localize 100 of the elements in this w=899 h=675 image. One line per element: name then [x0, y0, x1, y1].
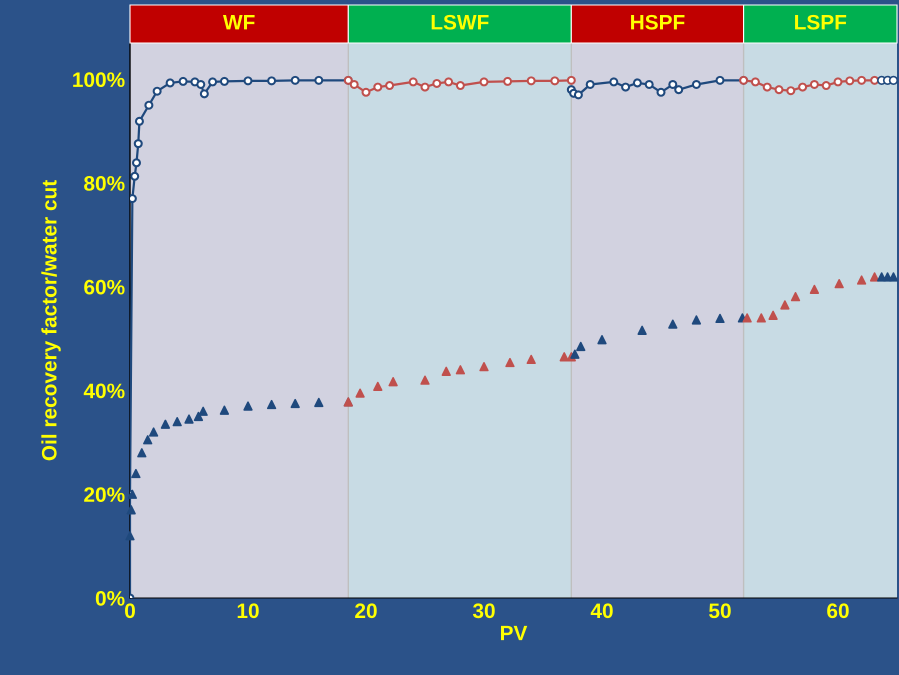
y-axis-title: Oil recovery factor/water cut [41, 180, 61, 460]
point [152, 86, 162, 96]
point [479, 362, 489, 372]
point [888, 76, 898, 85]
point [798, 82, 808, 92]
y-tick-label: 80% [84, 176, 125, 191]
band-label: HSPF [631, 14, 684, 30]
point [742, 313, 752, 323]
point [444, 77, 454, 86]
point [131, 468, 141, 478]
point [198, 406, 208, 416]
point [756, 313, 766, 323]
point [668, 80, 678, 90]
point [160, 420, 170, 429]
point [420, 82, 430, 92]
band-label: WF [222, 15, 255, 30]
point [609, 77, 618, 86]
point [550, 76, 560, 86]
point [243, 401, 253, 411]
y-tick-label: 40% [84, 384, 125, 398]
x-tick-label: 20 [355, 603, 377, 618]
point [432, 78, 442, 88]
point [888, 272, 898, 282]
point [715, 76, 725, 85]
point [243, 76, 253, 86]
point [597, 335, 607, 344]
point [566, 76, 576, 85]
point [505, 358, 515, 368]
x-tick-label: 0 [125, 603, 135, 618]
point [178, 76, 188, 86]
point [220, 76, 229, 86]
point [621, 82, 630, 92]
x-tick-label: 50 [709, 603, 731, 618]
point [632, 78, 642, 88]
point [786, 86, 796, 96]
point [570, 350, 580, 359]
point [314, 398, 324, 408]
point [833, 77, 843, 86]
point [637, 326, 647, 335]
point [408, 77, 418, 86]
y-tick-label: 60% [84, 280, 125, 295]
point [208, 77, 218, 86]
point [750, 77, 760, 86]
point [574, 90, 583, 100]
point [350, 80, 359, 90]
point [388, 377, 398, 386]
point [220, 406, 230, 415]
point [166, 78, 175, 88]
point [586, 80, 595, 90]
point [692, 80, 701, 90]
point [576, 342, 586, 352]
x-tick-label: 30 [472, 603, 495, 618]
point [845, 76, 854, 86]
band-label: LSPF [795, 14, 846, 30]
point [126, 505, 136, 514]
point [134, 116, 144, 126]
y-tick-label: 20% [84, 487, 125, 502]
point [266, 400, 276, 410]
point [479, 77, 489, 86]
point [148, 427, 158, 437]
point [172, 417, 182, 426]
x-tick-label: 10 [238, 603, 259, 618]
point [355, 388, 365, 398]
point [420, 376, 430, 385]
point [290, 398, 300, 408]
point [810, 284, 820, 294]
point [290, 76, 300, 85]
point [870, 272, 880, 282]
point [834, 279, 844, 288]
point [456, 365, 466, 374]
point [361, 88, 371, 97]
point [857, 76, 866, 85]
point [774, 85, 784, 94]
point [762, 82, 772, 92]
point [674, 85, 684, 94]
point [373, 82, 382, 92]
band-label: LSWF [432, 14, 489, 30]
point [856, 275, 866, 285]
point [780, 300, 790, 310]
point [656, 88, 666, 97]
point [128, 490, 137, 499]
point [373, 382, 382, 392]
point [503, 76, 512, 86]
point [790, 292, 800, 302]
x-tick-label: 40 [590, 603, 613, 618]
point [134, 139, 143, 148]
point [184, 414, 194, 424]
x-axis-title: PV [500, 626, 528, 640]
point [144, 100, 154, 110]
point [125, 531, 135, 540]
point [137, 448, 146, 458]
point [692, 315, 702, 325]
point [267, 76, 276, 86]
y-tick-label: 100% [73, 72, 125, 88]
point [194, 412, 204, 422]
point [560, 352, 569, 362]
point [715, 314, 725, 324]
point [644, 80, 654, 90]
x-tick-label: 60 [827, 603, 849, 618]
point [442, 366, 451, 376]
